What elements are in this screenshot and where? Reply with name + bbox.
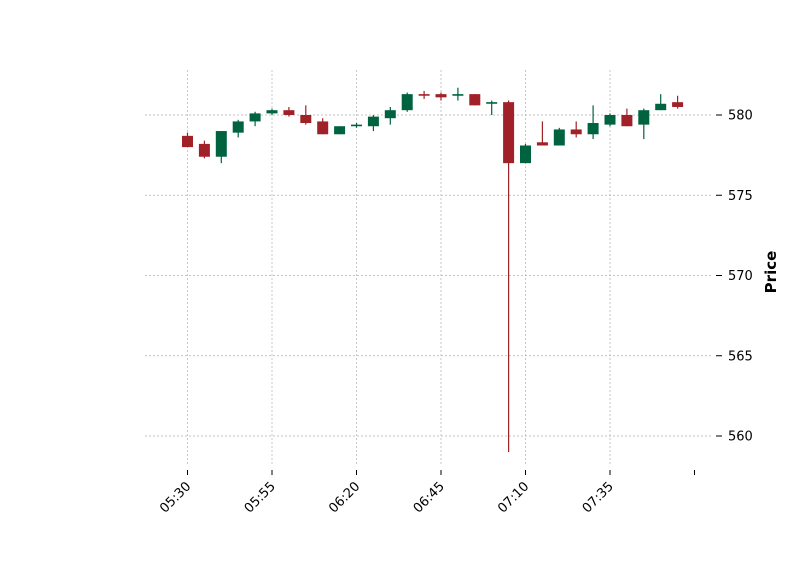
x-tick-label: 06:45: [411, 479, 448, 516]
x-tick-label: 05:55: [242, 479, 279, 516]
candle-body: [384, 110, 396, 119]
candle-up: [249, 111, 261, 127]
candle-down: [536, 121, 548, 146]
axes: 560 565 570 575 580 05:30 05:55 06:20 06:45 07:10…: [157, 109, 753, 517]
candle-body: [570, 129, 582, 135]
candle-body: [621, 115, 633, 127]
candle-body: [604, 115, 616, 125]
candle-body: [503, 102, 515, 164]
candle-down: [198, 140, 210, 159]
y-tick-label: 565: [728, 349, 753, 364]
candle-down: [317, 118, 329, 135]
x-tick-label: 06:20: [326, 479, 363, 516]
candle-down: [503, 100, 515, 453]
candle-down: [300, 105, 312, 125]
candle-body: [520, 145, 531, 164]
candle-body: [283, 110, 295, 115]
candle-body: [638, 110, 650, 125]
candle-up: [638, 108, 650, 140]
candle-body: [672, 102, 684, 107]
candle-down: [672, 95, 684, 109]
candle-up: [452, 87, 464, 101]
candle-up: [587, 105, 599, 140]
candle-body: [198, 143, 210, 157]
candle-up: [232, 119, 244, 138]
candle-up: [215, 131, 227, 164]
candle-body: [182, 135, 193, 148]
candle-body: [452, 94, 464, 96]
candle-up: [655, 94, 667, 111]
candle-body: [401, 94, 413, 111]
candle-body: [334, 126, 346, 135]
y-tick-label: 570: [728, 269, 753, 284]
candle-down: [570, 121, 582, 138]
candle-body: [486, 102, 498, 104]
candle-body: [418, 94, 430, 96]
y-tick-label: 575: [728, 189, 753, 204]
candle-down: [621, 108, 633, 127]
candle-up: [384, 106, 396, 125]
x-tick-label: 07:35: [580, 479, 617, 516]
candle-body: [215, 131, 227, 157]
x-tick-label: 05:30: [157, 479, 194, 516]
candle-up: [367, 115, 379, 132]
candle-body: [300, 115, 312, 124]
candle-up: [520, 143, 531, 164]
candle-body: [266, 110, 278, 114]
candle-body: [435, 94, 447, 98]
candle-body: [553, 129, 565, 146]
candle-body: [232, 121, 244, 133]
candle-body: [655, 103, 667, 111]
candle-body: [587, 123, 599, 135]
candle-up: [486, 100, 498, 115]
candle-up: [334, 126, 346, 135]
y-axis-label: Price: [762, 251, 780, 294]
candle-body: [367, 116, 379, 127]
candle-down: [283, 106, 295, 117]
candle-down: [182, 132, 193, 148]
candle-up: [351, 123, 362, 128]
candle-body: [351, 124, 362, 127]
y-tick-label: 580: [728, 109, 753, 124]
candle-up: [553, 127, 565, 146]
candle-up: [401, 92, 413, 112]
grid-lines: [145, 70, 713, 466]
candle-body: [469, 94, 481, 106]
y-tick-label: 560: [728, 430, 753, 445]
x-tick-label: 07:10: [495, 479, 532, 516]
candles: [182, 87, 684, 453]
candle-body: [249, 113, 261, 122]
candle-body: [317, 121, 329, 135]
candle-up: [266, 108, 278, 115]
candle-up: [604, 113, 616, 127]
candle-body: [536, 142, 548, 146]
candle-down: [435, 92, 447, 101]
candle-down: [418, 90, 430, 99]
candle-down: [469, 94, 481, 106]
